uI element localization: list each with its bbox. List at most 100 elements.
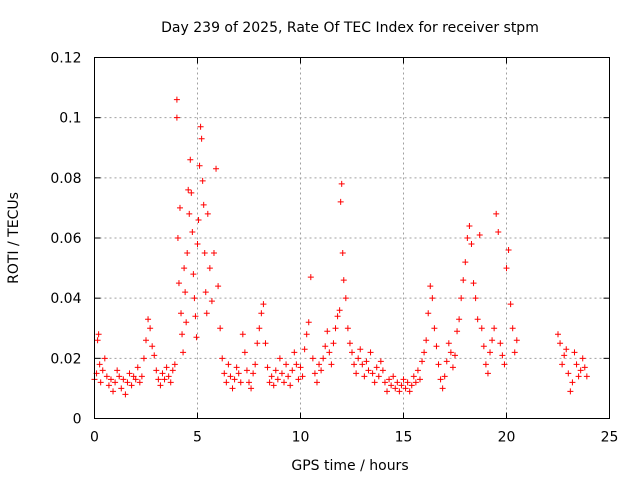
- data-point: [138, 373, 145, 380]
- data-point: [175, 280, 182, 287]
- data-point: [221, 370, 228, 377]
- data-point: [435, 361, 442, 368]
- data-point: [408, 382, 415, 389]
- data-point: [199, 177, 206, 184]
- data-point: [503, 265, 510, 272]
- data-point: [97, 379, 104, 386]
- data-point: [390, 373, 397, 380]
- data-point: [171, 361, 178, 368]
- data-point: [183, 319, 190, 326]
- data-point: [563, 346, 570, 353]
- data-point: [400, 376, 407, 383]
- data-point: [489, 337, 496, 344]
- data-point: [466, 222, 473, 229]
- data-point: [447, 349, 454, 356]
- data-point: [246, 379, 252, 386]
- data-point: [210, 250, 217, 257]
- data-point: [219, 355, 226, 362]
- x-tick-label: 0: [90, 430, 99, 446]
- data-point: [375, 373, 382, 380]
- data-point: [287, 382, 294, 389]
- data-point: [416, 376, 423, 383]
- data-point: [145, 316, 152, 323]
- data-point: [134, 364, 141, 371]
- data-point: [225, 361, 232, 368]
- data-point: [143, 337, 149, 344]
- data-point: [202, 289, 209, 296]
- data-point: [472, 295, 479, 302]
- data-point: [357, 346, 364, 353]
- data-point: [293, 361, 300, 368]
- data-point: [161, 376, 168, 383]
- data-point: [159, 370, 166, 377]
- data-point: [575, 373, 582, 380]
- data-point: [433, 343, 440, 350]
- data-point: [122, 391, 129, 398]
- data-point: [235, 370, 242, 377]
- data-point: [272, 367, 279, 374]
- chart-title: Day 239 of 2025, Rate Of TEC Index for r…: [161, 20, 539, 36]
- y-tick-label: 0.04: [50, 291, 81, 307]
- data-point: [349, 349, 355, 356]
- data-point: [338, 180, 345, 187]
- data-point: [342, 295, 349, 302]
- x-tick-label: 20: [498, 430, 516, 446]
- data-point: [369, 370, 376, 377]
- data-point: [365, 367, 372, 374]
- data-point: [297, 364, 304, 371]
- data-point: [474, 316, 481, 323]
- x-tick-labels: 0 5 10 15 20 25: [90, 430, 618, 446]
- data-point: [165, 373, 172, 380]
- data-point: [437, 376, 444, 383]
- data-point: [186, 210, 193, 217]
- data-point: [239, 331, 246, 338]
- data-point: [410, 373, 417, 380]
- data-point: [110, 388, 117, 395]
- data-point: [179, 331, 186, 338]
- data-point: [559, 361, 566, 368]
- data-point: [470, 280, 477, 287]
- data-point: [274, 376, 281, 383]
- data-point: [295, 376, 302, 383]
- data-point: [493, 210, 500, 217]
- data-point: [355, 355, 362, 362]
- data-point: [200, 201, 207, 208]
- data-point: [414, 367, 421, 374]
- data-point: [248, 385, 255, 392]
- data-point: [260, 301, 267, 308]
- data-point: [189, 228, 196, 235]
- data-point: [223, 379, 230, 386]
- data-point: [573, 361, 580, 368]
- y-tick-label: 0: [73, 412, 82, 428]
- data-point: [254, 340, 261, 347]
- data-point: [478, 325, 485, 332]
- data-point: [505, 247, 512, 254]
- y-tick-label: 0.12: [50, 51, 81, 67]
- axis-ticks: [94, 57, 610, 419]
- data-point: [567, 388, 574, 395]
- data-point: [339, 250, 346, 257]
- data-point: [208, 298, 215, 305]
- data-point: [344, 325, 351, 332]
- data-point: [283, 361, 290, 368]
- data-point: [419, 358, 426, 365]
- data-point: [462, 259, 469, 266]
- data-point: [346, 340, 353, 347]
- x-axis-label: GPS time / hours: [291, 458, 408, 474]
- data-point: [571, 349, 578, 356]
- data-point: [476, 231, 483, 238]
- data-point: [289, 367, 296, 374]
- data-point: [187, 156, 194, 163]
- data-point: [299, 373, 306, 380]
- data-point: [303, 331, 310, 338]
- data-point: [128, 382, 135, 389]
- data-point: [313, 379, 320, 386]
- data-point: [233, 364, 240, 371]
- data-point: [217, 325, 224, 332]
- data-point: [126, 370, 133, 377]
- data-point: [328, 361, 335, 368]
- data-point: [367, 349, 374, 356]
- data-point: [392, 385, 399, 392]
- data-point: [456, 316, 463, 323]
- data-point: [305, 319, 312, 326]
